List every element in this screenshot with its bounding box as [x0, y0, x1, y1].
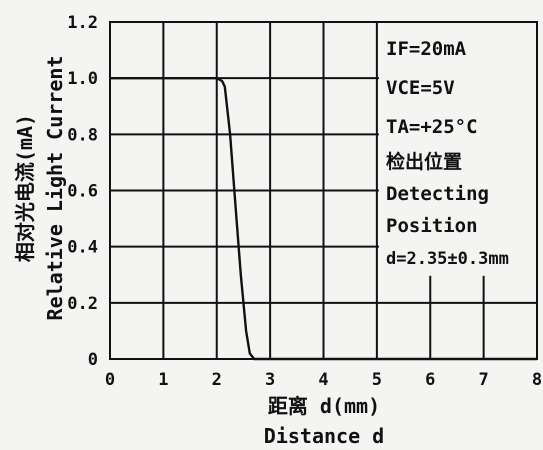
x-axis-title-cn: 距离 d(mm) [268, 394, 380, 418]
series-line [110, 77, 537, 361]
x-tick-label-3: 3 [265, 370, 275, 390]
annotation-detect-cn: 检出位置 [386, 150, 462, 173]
y-tick-label-0: 0 [88, 350, 98, 370]
annotation-if: IF=20mA [386, 38, 467, 60]
x-tick-label-7: 7 [479, 370, 489, 390]
annotation-position: Position [386, 215, 478, 237]
x-tick-label-1: 1 [158, 370, 168, 390]
annotations: IF=20mA VCE=5V TA=+25°C 检出位置 Detecting P… [386, 38, 509, 269]
y-tick-label-5: 1.0 [67, 69, 98, 89]
annotation-detecting: Detecting [386, 183, 489, 205]
annotation-distance: d=2.35±0.3mm [386, 249, 509, 269]
y-tick-label-3: 0.6 [67, 182, 98, 202]
y-tick-labels: 0 0.2 0.4 0.6 0.8 1.0 1.2 [67, 13, 98, 370]
x-tick-label-6: 6 [425, 370, 435, 390]
y-tick-label-4: 0.8 [67, 125, 98, 145]
x-axis-title-en: Distance d [264, 424, 384, 448]
y-tick-label-1: 0.2 [67, 294, 98, 314]
x-tick-label-4: 4 [318, 370, 328, 390]
x-tick-label-2: 2 [212, 370, 222, 390]
x-tick-label-8: 8 [532, 370, 542, 390]
annotation-vce: VCE=5V [386, 77, 455, 99]
y-tick-label-6: 1.2 [67, 13, 98, 33]
annotation-ta: TA=+25°C [386, 116, 478, 138]
x-tick-label-5: 5 [372, 370, 382, 390]
y-tick-label-2: 0.4 [67, 238, 98, 258]
y-axis-title-en: Relative Light Current [43, 56, 67, 321]
x-tick-labels: 0 1 2 3 4 5 6 7 8 [105, 370, 542, 390]
annotation-panel [378, 23, 536, 276]
y-axis-title-cn: 相对光电流(mA) [13, 114, 37, 262]
x-tick-label-0: 0 [105, 370, 115, 390]
